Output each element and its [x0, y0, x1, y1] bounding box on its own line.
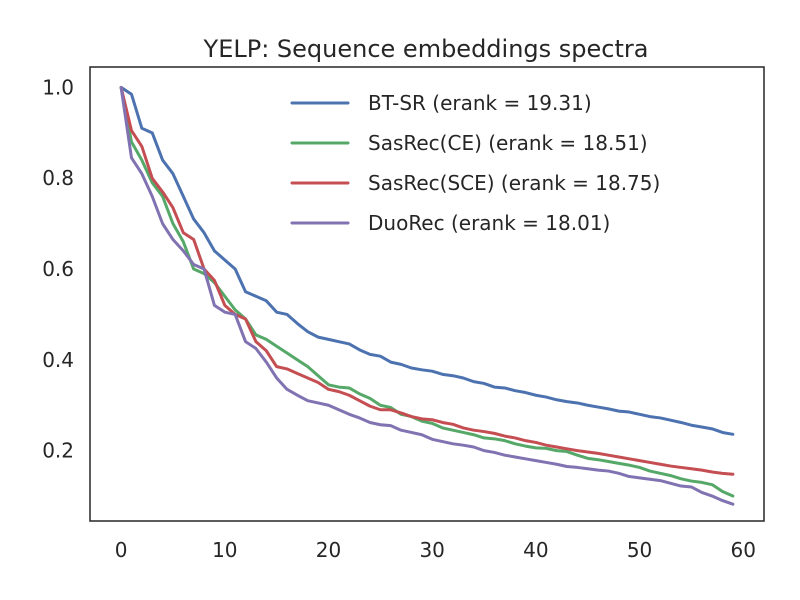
y-tick-labels: 0.2 0.4 0.6 0.8 1.0	[42, 75, 74, 462]
legend-label-1: SasRec(CE) (erank = 18.51)	[368, 131, 648, 155]
series-line-3	[119, 85, 735, 506]
series-line-1	[119, 85, 735, 498]
x-tick-label-0: 0	[115, 538, 128, 562]
series-line-2	[119, 85, 735, 476]
legend-label-3: DuoRec (erank = 18.01)	[368, 211, 610, 235]
y-tick-label-0-6: 0.6	[42, 257, 74, 281]
y-tick-label-0-8: 0.8	[42, 166, 74, 190]
x-tick-label-20: 20	[316, 538, 341, 562]
y-tick-label-0-4: 0.4	[42, 348, 74, 372]
x-tick-label-30: 30	[419, 538, 444, 562]
x-tick-label-50: 50	[627, 538, 652, 562]
x-tick-label-10: 10	[212, 538, 237, 562]
series-line-0	[119, 85, 735, 436]
x-tick-labels: 0 10 20 30 40 50 60	[115, 538, 756, 562]
x-tick-label-60: 60	[731, 538, 756, 562]
legend-label-0: BT-SR (erank = 19.31)	[368, 91, 592, 115]
y-tick-label-0-2: 0.2	[42, 439, 74, 463]
legend: BT-SR (erank = 19.31) SasRec(CE) (erank =…	[290, 91, 660, 235]
chart-title: YELP: Sequence embeddings spectra	[203, 35, 649, 63]
plot-frame	[89, 66, 765, 522]
x-tick-label-40: 40	[523, 538, 548, 562]
legend-label-2: SasRec(SCE) (erank = 18.75)	[368, 171, 660, 195]
series-layer	[119, 85, 735, 506]
y-tick-label-1-0: 1.0	[42, 75, 74, 99]
